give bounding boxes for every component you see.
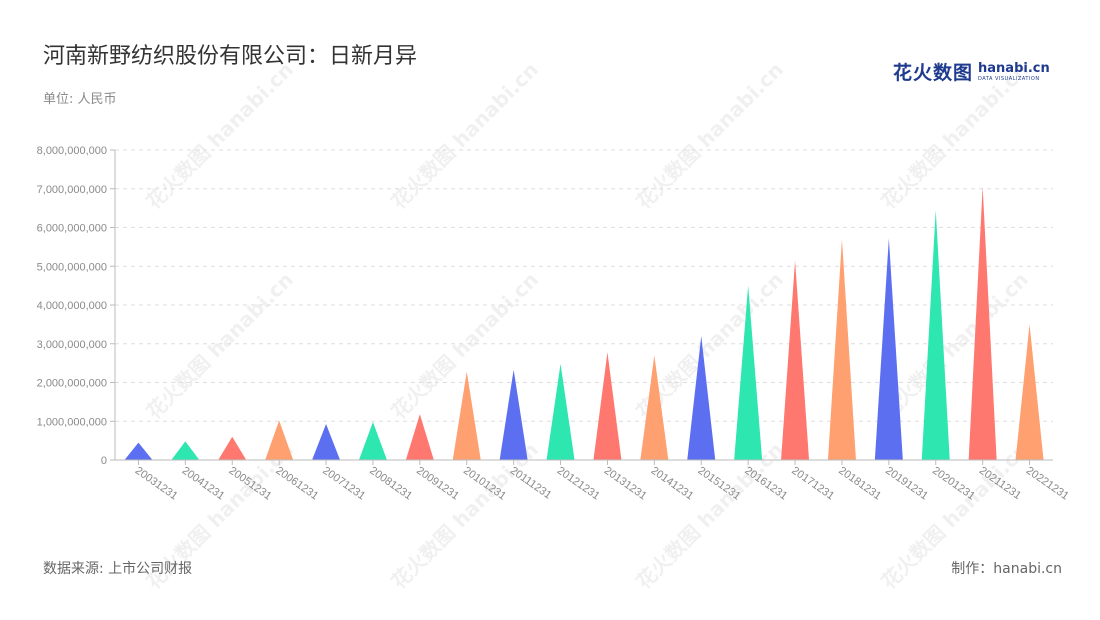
grid-lines xyxy=(115,149,1053,422)
brand-logo: 花火数图 hanabi.cn DATA VISUALIZATION xyxy=(893,58,1050,85)
logo-subtitle: DATA VISUALIZATION xyxy=(978,75,1040,82)
y-tick-label: 3,000,000,000 xyxy=(37,339,107,351)
y-tick-label: 4,000,000,000 xyxy=(37,300,107,312)
x-tick-label: 20111231 xyxy=(508,465,554,502)
y-tick-label: 5,000,000,000 xyxy=(37,261,107,273)
chart-title: 河南新野纺织股份有限公司：日新月异 xyxy=(43,44,418,69)
x-tick-label: 20171231 xyxy=(789,465,836,503)
bar xyxy=(452,371,481,460)
logo-en-group: hanabi.cn DATA VISUALIZATION xyxy=(978,62,1050,82)
x-tick-label: 20131231 xyxy=(602,465,649,503)
bar xyxy=(171,441,200,460)
x-tick-label: 20211231 xyxy=(977,465,1023,502)
x-tick-label: 20121231 xyxy=(555,465,602,503)
bar xyxy=(546,363,575,460)
x-tick-label: 20161231 xyxy=(742,465,789,503)
y-tick-label: 2,000,000,000 xyxy=(37,378,107,390)
x-tick-label: 20061231 xyxy=(273,465,320,503)
x-tick-label: 20041231 xyxy=(180,465,227,503)
y-axis: 0 1,000,000,000 2,000,000,000 3,000,000,000… xyxy=(37,145,116,467)
bar xyxy=(968,186,997,460)
bar xyxy=(874,238,903,460)
x-tick-label: 20051231 xyxy=(227,465,274,503)
x-tick-label: 20181231 xyxy=(836,465,883,503)
unit-label: 单位: 人民币 xyxy=(43,92,117,107)
bar xyxy=(1015,324,1044,460)
x-tick-label: 20081231 xyxy=(367,465,414,503)
bar xyxy=(218,436,247,460)
data-source: 数据来源: 上市公司财报 xyxy=(43,561,193,577)
credit-text: 制作：hanabi.cn xyxy=(951,561,1062,577)
x-tick-label: 20031231 xyxy=(133,465,180,503)
x-tick-label: 20221231 xyxy=(1024,465,1071,503)
y-tick-label: 0 xyxy=(101,455,107,467)
logo-en-text: hanabi.cn xyxy=(978,60,1050,76)
x-tick-label: 20201231 xyxy=(930,465,977,503)
bar xyxy=(640,355,669,460)
logo-cn-text: 花火数图 xyxy=(893,62,974,84)
bar xyxy=(312,423,341,460)
bar xyxy=(593,352,622,460)
bar xyxy=(687,336,716,460)
y-tick-label: 7,000,000,000 xyxy=(37,184,107,196)
x-tick-label: 20071231 xyxy=(320,465,367,503)
x-tick-label: 20141231 xyxy=(649,465,696,503)
bar xyxy=(124,442,153,460)
bar xyxy=(499,369,528,460)
y-tick-label: 1,000,000,000 xyxy=(37,416,107,428)
y-tick-label: 8,000,000,000 xyxy=(37,145,107,157)
bar xyxy=(827,239,856,460)
x-tick-label: 20101231 xyxy=(461,465,508,503)
bar xyxy=(781,260,810,460)
x-axis: 20031231 20041231 20051231 20061231 20071231… xyxy=(115,459,1071,503)
y-tick-label: 6,000,000,000 xyxy=(37,223,107,235)
x-tick-label: 20191231 xyxy=(883,465,930,503)
bar xyxy=(405,414,434,460)
bar xyxy=(734,285,763,460)
bar xyxy=(921,210,950,460)
bar xyxy=(358,422,387,460)
bars xyxy=(124,186,1044,460)
bar xyxy=(265,420,294,460)
x-tick-label: 20091231 xyxy=(414,465,461,503)
x-tick-label: 20151231 xyxy=(696,465,743,503)
